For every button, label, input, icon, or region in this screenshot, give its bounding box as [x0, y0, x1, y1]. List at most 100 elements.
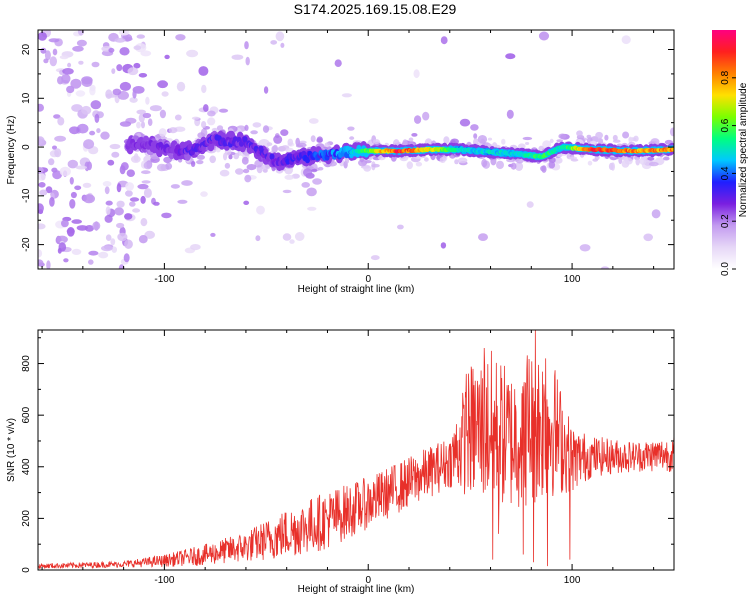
spectrogram-band-cell — [282, 189, 292, 194]
spectrogram-band-cell — [411, 133, 418, 137]
spectrogram-noise-cell — [414, 115, 422, 124]
spectrogram-band-cell — [174, 114, 182, 121]
spectrogram-noise-cell — [62, 68, 74, 75]
snr-ytick-label: 0 — [21, 567, 32, 573]
spectrogram-band-cell — [303, 168, 313, 177]
spectrogram-band-cell — [514, 162, 524, 171]
spectrogram-noise-cell — [306, 187, 317, 197]
spectrogram-band-cell — [143, 161, 152, 170]
spectrogram-band-cell — [501, 138, 506, 145]
spectrogram-noise-cell — [70, 78, 82, 89]
spectrogram-band-cell — [262, 125, 270, 133]
spectrogram-band-cell — [261, 164, 271, 170]
spectrogram-noise-cell — [105, 234, 112, 241]
spectrogram-noise-cell — [124, 239, 133, 249]
spectrogram-band-cell — [284, 174, 295, 180]
spectrogram-band-cell — [548, 161, 556, 169]
colorbar-tick-label: 0.2 — [720, 214, 731, 228]
spectrogram-noise-cell — [48, 158, 55, 166]
spectrogram-noise-cell — [470, 124, 479, 131]
spectrogram-noise-cell — [66, 227, 75, 237]
spectrogram-band-cell — [147, 118, 153, 126]
spectrogram-band-cell — [209, 155, 216, 164]
spectrogram-noise-cell — [88, 259, 94, 265]
spectrogram-noise-cell — [200, 191, 208, 197]
spectrogram-noise-cell — [101, 245, 113, 252]
spectrogram-noise-cell — [76, 39, 87, 47]
spectrogram-ridge-mid — [285, 158, 291, 165]
spectrogram-noise-cell — [90, 100, 102, 110]
spectrogram-noise-cell — [45, 186, 53, 194]
spectrogram-band-cell — [576, 130, 583, 137]
spectrogram-noise-cell — [102, 181, 112, 187]
spectrogram-noise-cell — [125, 182, 134, 191]
spectrogram-noise-cell — [129, 201, 136, 207]
spectrogram-band-cell — [246, 164, 257, 171]
spectrogram-band-cell — [477, 135, 488, 144]
spectrogram-noise-cell — [270, 40, 278, 45]
spectrogram-noise-cell — [175, 34, 186, 41]
colorbar-gradient — [712, 30, 736, 269]
spectrogram-band-cell — [310, 135, 316, 143]
spectrogram-noise-cell — [505, 53, 516, 60]
spectrogram-noise-cell — [38, 32, 47, 41]
spectrogram-noise-cell — [116, 183, 122, 193]
spectrogram-noise-cell — [149, 105, 162, 112]
spectrogram-noise-cell — [138, 235, 148, 244]
spectrogram-ridge-mid — [269, 153, 275, 160]
spectrogram-noise-cell — [132, 208, 141, 213]
spectrogram-noise-cell — [38, 259, 44, 266]
spectrogram-noise-cell — [176, 81, 186, 92]
spectrogram-noise-cell — [94, 113, 100, 123]
spectrogram-band-cell — [496, 160, 504, 170]
spectrogram-noise-cell — [177, 199, 188, 204]
spectrogram-noise-cell — [84, 161, 90, 172]
spectrogram-band-cell — [130, 155, 141, 163]
spectrogram-noise-cell — [506, 109, 514, 119]
spectrogram-noise-cell — [181, 180, 193, 186]
spectrogram-band-cell — [669, 127, 674, 137]
spectrogram-noise-cell — [397, 224, 404, 230]
spectrogram-noise-cell — [140, 218, 148, 227]
spectrogram-band-cell — [196, 154, 205, 160]
spectrogram-noise-cell — [58, 242, 67, 252]
spectrogram-noise-cell — [49, 56, 57, 67]
spectrogram-frame — [37, 29, 675, 270]
spectrogram-band-cell — [252, 122, 262, 128]
spectrogram-band-cell — [487, 137, 493, 141]
spectrogram-band-cell — [481, 159, 488, 168]
spectrogram-band-cell — [510, 162, 517, 170]
spectrogram-ytick-label: -10 — [21, 188, 32, 203]
spectrogram-ridge-core — [671, 147, 674, 152]
spectrogram-noise-cell — [75, 90, 86, 97]
spectrogram-noise-cell — [478, 233, 488, 242]
spectrogram-band-cell — [296, 142, 307, 148]
spectrogram-band-cell — [244, 174, 252, 183]
spectrogram-band-cell — [316, 136, 323, 143]
spectrogram-noise-cell — [126, 169, 135, 177]
colorbar-label: Normalized spectral amplitude — [738, 82, 749, 217]
spectrogram-xtick-label: -100 — [154, 274, 174, 285]
spectrogram-noise-cell — [39, 189, 48, 196]
spectrogram-noise-cell — [89, 84, 96, 92]
spectrogram-noise-cell — [280, 42, 285, 48]
spectrogram-noise-cell — [116, 64, 123, 72]
spectrogram-band-cell — [518, 143, 526, 149]
spectrogram-noise-cell — [88, 250, 99, 256]
colorbar-ticks: 0.0 0.2 0.4 0.6 0.8 — [720, 70, 736, 276]
spectrogram-noise-cell — [289, 239, 295, 244]
spectrogram-band-cell — [165, 162, 173, 170]
spectrogram-noise-cell — [78, 60, 84, 65]
spectrogram-noise-cell — [334, 59, 342, 67]
spectrogram-noise-cell — [255, 235, 261, 242]
spectrogram-noise-cell — [140, 50, 152, 57]
spectrogram-band-cell — [363, 164, 372, 172]
spectrogram-noise-cell — [48, 38, 60, 43]
spectrogram-band-cell — [324, 142, 331, 148]
spectrogram-noise-cell — [118, 264, 125, 269]
spectrogram-noise-cell — [49, 197, 55, 207]
snr-ytick-label: 800 — [21, 355, 32, 372]
spectrogram-band-cell — [308, 118, 319, 124]
spectrogram-noise-cell — [57, 76, 64, 85]
